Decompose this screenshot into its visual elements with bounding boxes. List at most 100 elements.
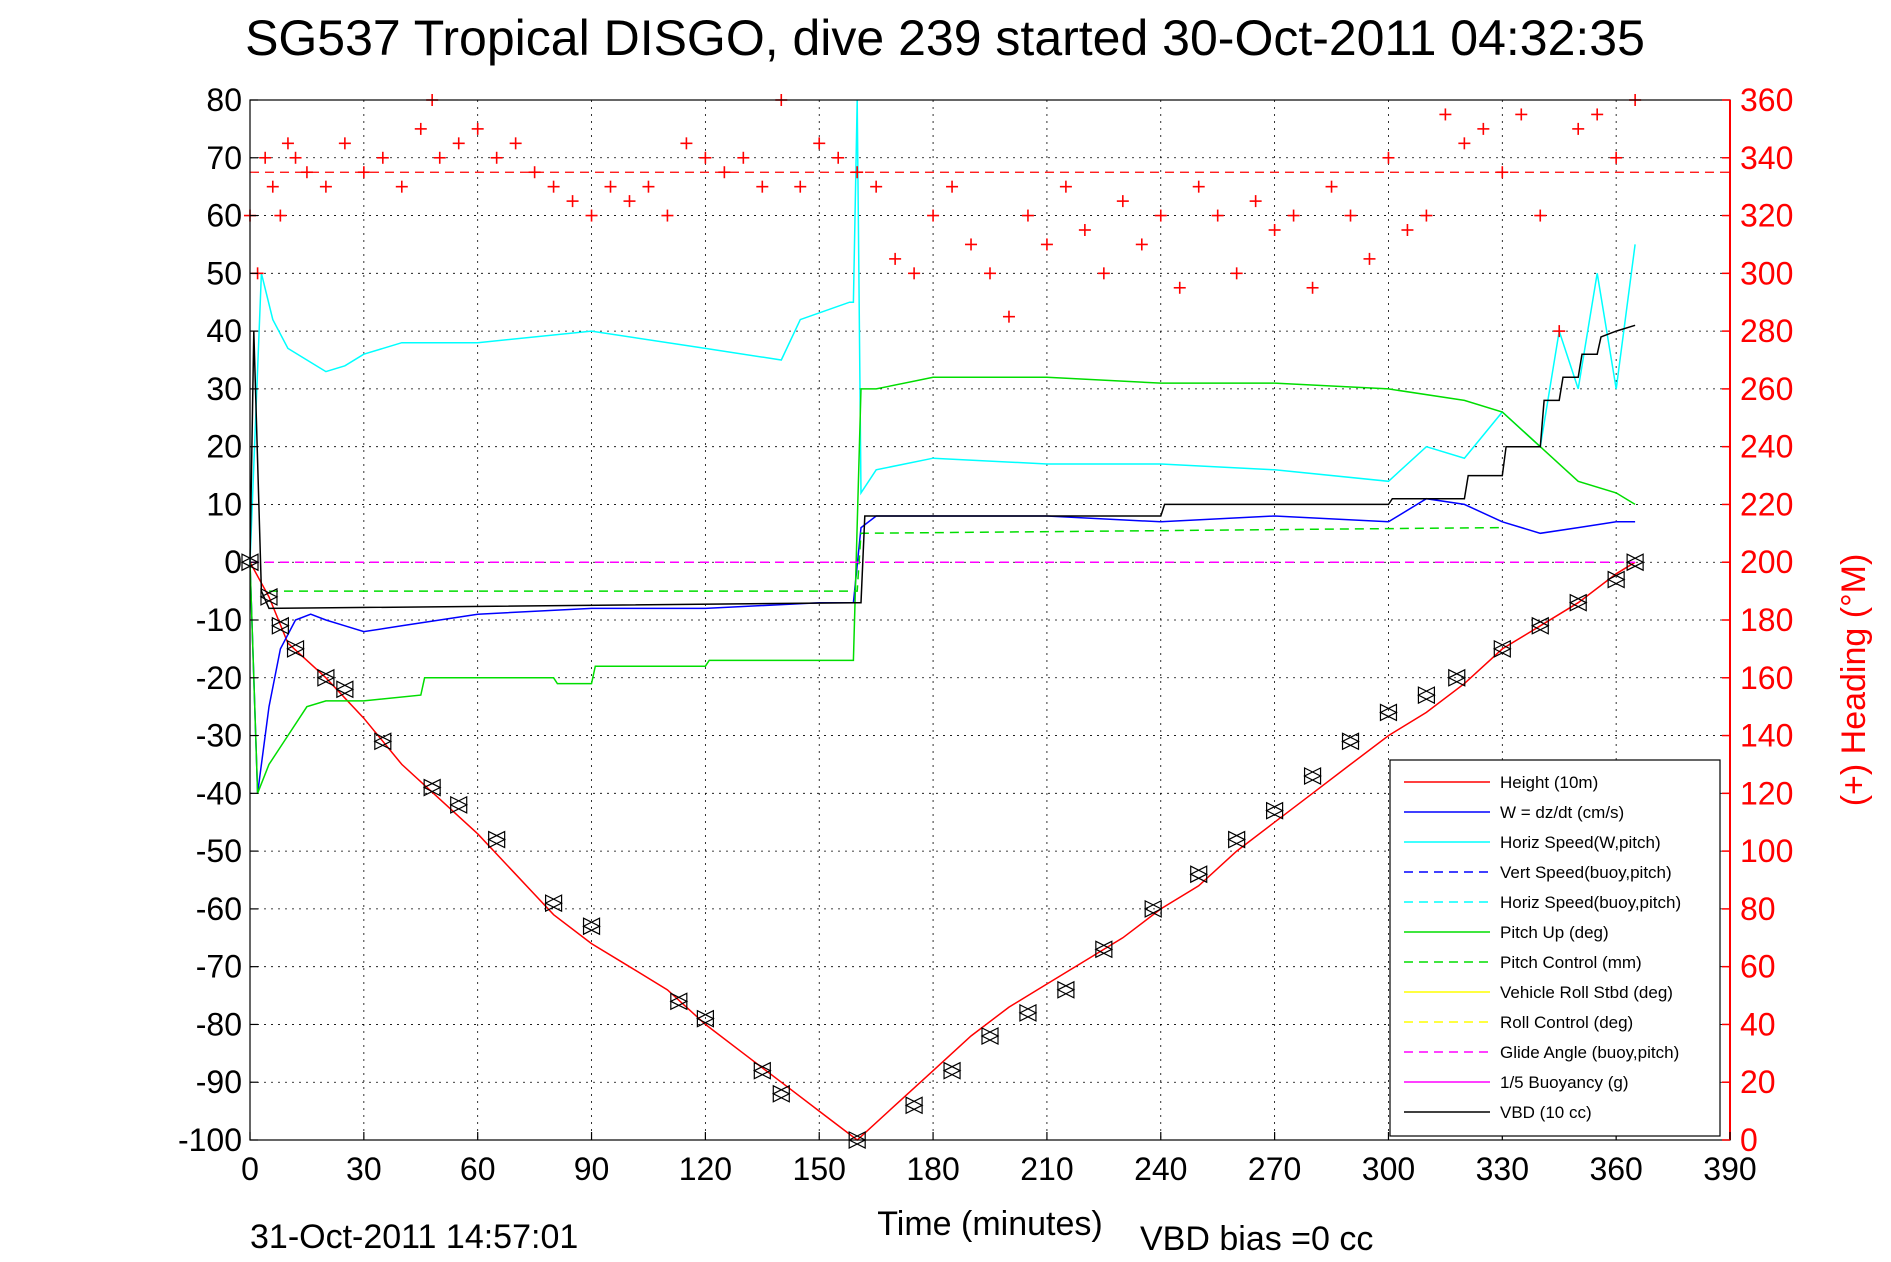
y-tick-label: 70 — [206, 140, 242, 176]
height-marker — [286, 639, 305, 658]
heading-tick-label: 0 — [1740, 1122, 1758, 1158]
heading-point — [1496, 166, 1509, 179]
heading-point — [1268, 224, 1281, 236]
heading-point — [259, 151, 272, 164]
heading-point — [528, 166, 541, 179]
heading-point — [1040, 238, 1053, 251]
heading-point — [566, 195, 579, 208]
height-marker — [752, 1061, 771, 1080]
x-tick-label: 210 — [1020, 1151, 1073, 1187]
heading-point — [1610, 151, 1623, 164]
footer-timestamp: 31-Oct-2011 14:57:01 — [250, 1218, 578, 1256]
heading-point — [1363, 252, 1376, 265]
y-tick-label: -80 — [196, 1006, 242, 1042]
heading-point — [718, 166, 731, 179]
heading-point — [1591, 108, 1604, 121]
heading-point — [1173, 281, 1186, 294]
legend-items: Height (10m) W = dz/dt (cm/s) Horiz Speed(… — [1404, 773, 1681, 1122]
height-marker — [669, 992, 688, 1011]
heading-point — [1021, 209, 1034, 222]
heading-tick-label: 40 — [1740, 1006, 1776, 1042]
x-tick-label: 120 — [679, 1151, 732, 1187]
heading-tick-label: 300 — [1740, 255, 1793, 291]
heading-point — [1401, 224, 1414, 236]
x-tick-label: 360 — [1589, 1151, 1642, 1187]
heading-point — [452, 137, 465, 150]
height-marker — [449, 795, 468, 814]
heading-point — [1230, 267, 1243, 280]
x-tick-label: 300 — [1362, 1151, 1415, 1187]
y-tick-label: -10 — [196, 602, 242, 638]
height-marker — [1094, 940, 1113, 959]
y-tick-label: 0 — [224, 544, 242, 580]
legend-entry: Height (10m) — [1500, 773, 1598, 792]
height-marker — [1143, 899, 1162, 918]
legend-entry: Pitch Up (deg) — [1500, 923, 1609, 942]
heading-point — [737, 151, 750, 164]
y-tick-label: 50 — [206, 255, 242, 291]
heading-point — [281, 137, 294, 150]
heading-tick-label: 80 — [1740, 891, 1776, 927]
height-marker — [942, 1061, 961, 1080]
height-marker — [259, 587, 278, 606]
legend-box — [1389, 759, 1721, 1137]
heading-point — [1344, 209, 1357, 222]
height-marker — [271, 616, 289, 635]
heading-points — [244, 94, 1730, 338]
heading-point — [1078, 224, 1091, 236]
heading-point — [1553, 325, 1566, 338]
heading-point — [266, 180, 279, 193]
height-marker — [1018, 1003, 1037, 1022]
heading-axis-ticks: 0 20 40 60 80 100 120 140 160 180 200 220 240 260 280 3… — [1722, 82, 1793, 1158]
heading-point — [1116, 195, 1129, 208]
height-marker — [422, 778, 441, 797]
height-marker — [904, 1096, 923, 1115]
heading-tick-label: 240 — [1740, 429, 1793, 465]
heading-point — [642, 180, 655, 193]
heading-point — [604, 180, 617, 193]
heading-point — [1249, 195, 1262, 208]
legend-entry: 1/5 Buoyancy (g) — [1500, 1073, 1629, 1092]
plot-series — [249, 99, 1636, 1141]
height-marker — [1379, 703, 1398, 722]
heading-tick-label: 320 — [1740, 198, 1793, 234]
height-marker — [373, 732, 392, 751]
x-tick-label: 150 — [793, 1151, 846, 1187]
y-tick-label: -60 — [196, 891, 242, 927]
legend-entry: Horiz Speed(buoy,pitch) — [1500, 893, 1681, 912]
heading-point — [1002, 310, 1015, 323]
heading-tick-label: 340 — [1740, 140, 1793, 176]
heading-point — [699, 151, 712, 164]
heading-point — [851, 166, 864, 179]
heading-point — [623, 195, 636, 208]
heading-point — [300, 166, 313, 179]
heading-point — [1306, 281, 1319, 294]
height-marker — [582, 917, 601, 936]
heading-point — [1515, 108, 1528, 121]
heading-point — [1382, 151, 1395, 164]
heading-tick-label: 60 — [1740, 949, 1776, 985]
heading-point — [414, 122, 427, 135]
series-pitch_control — [269, 526, 1503, 592]
chart-title: SG537 Tropical DISGO, dive 239 started 3… — [245, 10, 1645, 66]
x-tick-label: 180 — [906, 1151, 959, 1187]
height-marker — [1189, 865, 1208, 884]
heading-point — [1572, 122, 1585, 135]
heading-point — [319, 180, 332, 193]
x-tick-label: 240 — [1134, 1151, 1187, 1187]
heading-point — [1325, 180, 1338, 193]
heading-point — [927, 209, 940, 222]
heading-point — [585, 209, 598, 222]
y-tick-label: -20 — [196, 660, 242, 696]
heading-tick-label: 200 — [1740, 544, 1793, 580]
heading-tick-label: 180 — [1740, 602, 1793, 638]
legend-entry: VBD (10 cc) — [1500, 1103, 1592, 1122]
height-marker — [1417, 686, 1436, 705]
heading-point — [471, 122, 484, 135]
y-tick-label: 60 — [206, 198, 242, 234]
y-tick-label: 10 — [206, 486, 242, 522]
heading-point — [289, 151, 302, 164]
heading-point — [813, 137, 826, 150]
heading-tick-label: 120 — [1740, 775, 1793, 811]
